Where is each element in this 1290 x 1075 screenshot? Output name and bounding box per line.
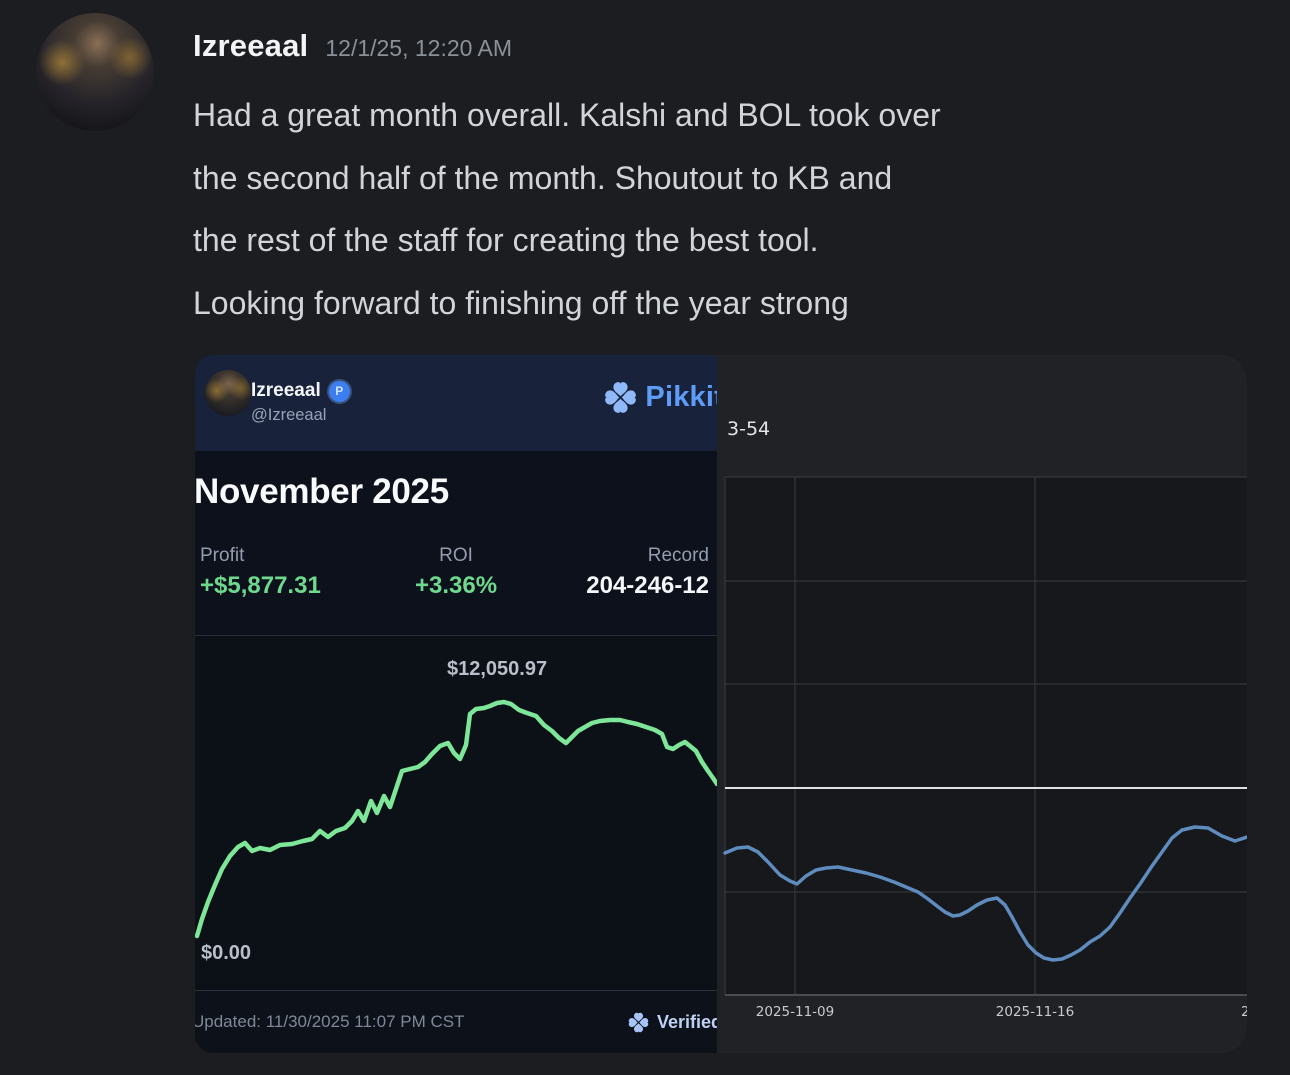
stat-record: Record 204-246-12 bbox=[586, 545, 709, 600]
stat-record-label: Record bbox=[647, 545, 709, 566]
message-header: Izreeaal 12/1/25, 12:20 AM bbox=[193, 28, 512, 64]
timestamp: 12/1/25, 12:20 AM bbox=[325, 35, 513, 61]
bankroll-line bbox=[723, 825, 1247, 962]
stat-roi-label: ROI bbox=[439, 545, 473, 566]
verified-badge: Verified bbox=[628, 1012, 717, 1033]
pikkit-logo: Pikkit bbox=[604, 381, 717, 414]
grid-lines bbox=[724, 476, 1247, 995]
chart-min-label: $0.00 bbox=[201, 942, 252, 964]
profit-line-chart-svg bbox=[195, 699, 717, 939]
stat-profit: Profit +$5,877.31 bbox=[200, 545, 321, 600]
updated-timestamp: Updated: 11/30/2025 11:07 PM CST bbox=[195, 1012, 465, 1031]
profit-line-chart: $12,050.97 $0.00 bbox=[195, 635, 717, 990]
x-tick-label: 2025-11-16 bbox=[995, 1004, 1075, 1020]
stat-record-value: 204-246-12 bbox=[586, 572, 709, 599]
x-tick-label: 2025-11-09 bbox=[755, 1004, 835, 1020]
pikkit-verified-badge-icon: P bbox=[328, 380, 350, 402]
pikkit-card-header: Izreeaal P @Izreeaal Pikkit bbox=[195, 355, 717, 451]
record-fragment-text: 3-54 bbox=[727, 418, 771, 440]
message-text: Had a great month overall. Kalshi and BO… bbox=[193, 97, 941, 321]
x-tick-label: 2 bbox=[1241, 1004, 1247, 1020]
clover-icon bbox=[628, 1012, 649, 1033]
pikkit-brand-text: Pikkit bbox=[645, 381, 717, 413]
stat-roi: ROI +3.36% bbox=[415, 545, 497, 600]
verified-label: Verified bbox=[656, 1011, 717, 1032]
pikkit-card-footer: Updated: 11/30/2025 11:07 PM CST Verifie… bbox=[195, 990, 717, 1053]
plot-background bbox=[725, 477, 1247, 995]
username[interactable]: Izreeaal bbox=[193, 28, 309, 63]
user-avatar[interactable] bbox=[36, 13, 154, 131]
stat-roi-value: +3.36% bbox=[414, 572, 498, 599]
pikkit-stats-image[interactable]: Izreeaal P @Izreeaal Pikkit November 202… bbox=[195, 355, 717, 1053]
clover-icon bbox=[604, 381, 637, 414]
chart-peak-label: $12,050.97 bbox=[447, 658, 548, 680]
stat-profit-label: Profit bbox=[200, 545, 245, 566]
bankroll-chart-svg bbox=[723, 476, 1247, 996]
pikkit-handle: @Izreeaal bbox=[251, 406, 327, 424]
secondary-chart-image[interactable]: 3-54 2025-11-09 2025-11-16 2 bbox=[717, 355, 1247, 1053]
stats-row: Profit +$5,877.31 ROI +3.36% Record 204-… bbox=[195, 545, 717, 615]
attachments-row: Izreeaal P @Izreeaal Pikkit November 202… bbox=[195, 355, 1247, 1053]
stat-profit-value: +$5,877.31 bbox=[200, 572, 321, 599]
period-title: November 2025 bbox=[195, 472, 449, 511]
profit-line bbox=[195, 699, 717, 939]
pikkit-display-name: Izreeaal bbox=[251, 380, 321, 401]
pikkit-avatar bbox=[205, 370, 251, 416]
